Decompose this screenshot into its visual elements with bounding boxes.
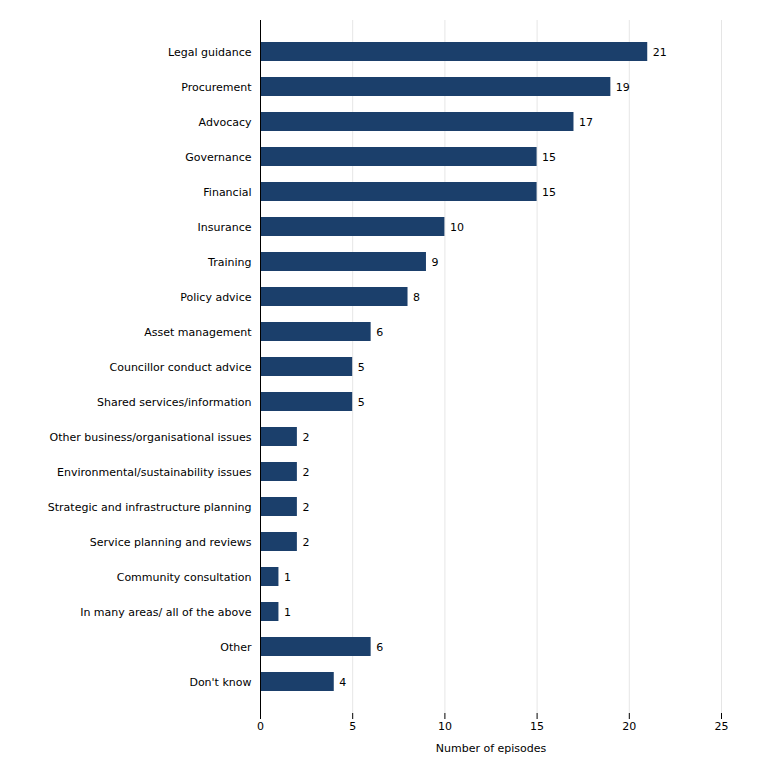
- svg-text:10: 10: [438, 720, 452, 733]
- svg-text:Asset management: Asset management: [144, 326, 252, 339]
- svg-text:Community consultation: Community consultation: [117, 571, 252, 584]
- svg-text:6: 6: [376, 326, 383, 339]
- svg-text:Councillor conduct advice: Councillor conduct advice: [110, 361, 252, 374]
- svg-text:Financial: Financial: [203, 186, 251, 199]
- svg-text:Strategic and infrastructure p: Strategic and infrastructure planning: [48, 501, 252, 514]
- svg-text:2: 2: [302, 466, 309, 479]
- svg-text:15: 15: [542, 151, 556, 164]
- svg-text:5: 5: [358, 361, 365, 374]
- svg-text:0: 0: [257, 720, 264, 733]
- svg-text:9: 9: [431, 256, 438, 269]
- svg-text:15: 15: [530, 720, 544, 733]
- svg-text:8: 8: [413, 291, 420, 304]
- svg-text:15: 15: [542, 186, 556, 199]
- svg-text:Environmental/sustainability i: Environmental/sustainability issues: [57, 466, 252, 479]
- svg-text:19: 19: [616, 81, 630, 94]
- svg-text:4: 4: [339, 676, 346, 689]
- svg-text:2: 2: [302, 501, 309, 514]
- svg-text:Other business/organisational: Other business/organisational issues: [49, 431, 251, 444]
- svg-text:6: 6: [376, 641, 383, 654]
- svg-text:21: 21: [653, 46, 667, 59]
- svg-text:Policy advice: Policy advice: [180, 291, 251, 304]
- svg-text:5: 5: [358, 396, 365, 409]
- svg-text:20: 20: [622, 720, 636, 733]
- svg-text:Don't know: Don't know: [189, 676, 251, 689]
- svg-text:In many areas/ all of the abov: In many areas/ all of the above: [80, 606, 252, 619]
- svg-text:2: 2: [302, 431, 309, 444]
- svg-text:10: 10: [450, 221, 464, 234]
- svg-text:Advocacy: Advocacy: [199, 116, 252, 129]
- svg-text:Number of episodes: Number of episodes: [436, 742, 547, 755]
- svg-text:2: 2: [302, 536, 309, 549]
- svg-text:Procurement: Procurement: [181, 81, 252, 94]
- svg-text:1: 1: [284, 571, 291, 584]
- svg-text:25: 25: [715, 720, 729, 733]
- svg-text:Other: Other: [220, 641, 252, 654]
- svg-text:Insurance: Insurance: [198, 221, 252, 234]
- svg-text:Legal guidance: Legal guidance: [168, 46, 252, 59]
- svg-text:Shared services/information: Shared services/information: [97, 396, 252, 409]
- svg-text:Service planning and reviews: Service planning and reviews: [90, 536, 252, 549]
- svg-text:Governance: Governance: [185, 151, 252, 164]
- svg-text:1: 1: [284, 606, 291, 619]
- svg-text:5: 5: [349, 720, 356, 733]
- svg-text:17: 17: [579, 116, 593, 129]
- svg-text:Training: Training: [207, 256, 251, 269]
